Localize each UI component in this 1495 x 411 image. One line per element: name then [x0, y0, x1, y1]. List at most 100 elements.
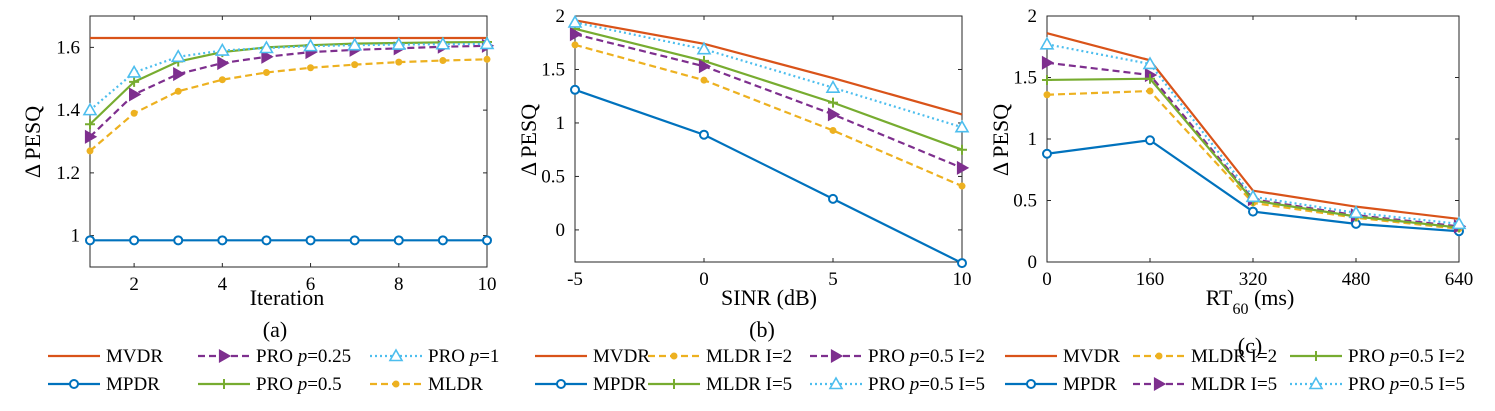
data-point-mldr — [395, 58, 403, 66]
data-point-pro-p-1 — [435, 36, 451, 50]
legend-item-mldr-i-2: MLDR I=2 — [1133, 346, 1277, 367]
axes-frame-b — [574, 15, 963, 263]
series-mvdr-b — [574, 19, 963, 116]
legend-marker-pro-p-0-5-i-2 — [1311, 351, 1321, 361]
data-point-mpdr — [957, 258, 967, 269]
series-pro-p-0-5-i-5-b — [567, 14, 970, 133]
legend-item-mvdr: MVDR — [535, 346, 650, 367]
legend-item-pro-p-0-5: PRO p=0.5 — [198, 374, 342, 395]
data-point-mldr — [174, 87, 182, 95]
x-tick-label-b: -5 — [567, 269, 583, 290]
y-tick-label-c: 1 — [1028, 129, 1038, 150]
legend-label-mldr: MLDR — [428, 374, 483, 395]
legend-b: MVDR MPDR MLDR I=2 MLDR I=5 PRO p=0.5 I=2 PRO… — [535, 346, 985, 395]
data-point-mpdr — [349, 235, 360, 246]
legend-label-mpdr: MPDR — [593, 374, 647, 395]
data-point-pro-p-0-25 — [173, 67, 186, 82]
data-point-mpdr — [437, 235, 448, 246]
series-line-pro-p-0-5-i-2 — [574, 33, 963, 169]
data-point-pro-p-0-5-i-5 — [1142, 56, 1158, 70]
data-point-pro-p-0-5-i-5 — [1039, 36, 1055, 50]
series-mldr-i-2-b — [571, 41, 966, 190]
data-point-mpdr — [1145, 135, 1155, 146]
x-tick-label-a: 2 — [129, 274, 139, 295]
legend-item-pro-p-0-5-i-2: PRO p=0.5 I=2 — [1290, 346, 1465, 367]
data-point-pro-p-1 — [126, 64, 142, 78]
legend-label-mvdr: MVDR — [593, 346, 650, 367]
data-point-mldr-i-5 — [1041, 55, 1055, 70]
x-tick-label-b: 0 — [699, 269, 709, 290]
data-point-mpdr — [699, 129, 709, 140]
data-point-pro-p-0-25 — [129, 87, 142, 102]
data-point-mpdr — [1042, 148, 1052, 159]
series-pro-p-1-a — [82, 36, 495, 116]
plot-area-b: -5 0 5 10 0 0.5 1 1.5 2 SINR (dB) Δ PESQ — [516, 6, 972, 310]
legend-marker-pro-p-0-5-i-5 — [828, 376, 844, 390]
data-point-pro-p-1 — [214, 42, 230, 56]
legend-item-mvdr: MVDR — [48, 346, 163, 367]
legend-item-pro-p-0-5-i-2: PRO p=0.5 I=2 — [810, 346, 985, 367]
y-tick-label-c: 1.5 — [1013, 68, 1037, 89]
data-point-mpdr — [828, 193, 838, 204]
plot-area-c: 0 160 320 480 640 0 0.5 1 1.5 2 RT60 (ms) Δ PESQ — [988, 6, 1473, 318]
legend-item-mvdr: MVDR — [1005, 346, 1120, 367]
legend-marker-mldr-i-2 — [1155, 352, 1163, 360]
y-axis-label-b: Δ PESQ — [516, 104, 541, 176]
legend-item-pro-p-1: PRO p=1 — [370, 346, 499, 367]
legend-label-pro-p-0-5-i-2: PRO p=0.5 I=2 — [1348, 346, 1465, 367]
legend-c: MVDR MPDR MLDR I=2 MLDR I=5 PRO p=0.5 I=2 PRO… — [1005, 346, 1465, 395]
data-point-pro-p-1 — [479, 36, 495, 50]
y-tick-label-a: 1.2 — [56, 163, 80, 184]
series-line-mpdr — [574, 88, 963, 265]
data-point-mpdr — [393, 235, 404, 246]
panel-label-b: (b) — [749, 317, 775, 342]
data-point-mpdr — [261, 235, 272, 246]
series-line-pro-p-0-25 — [89, 44, 488, 138]
data-point-mldr-i-2 — [571, 41, 579, 49]
series-line-mldr-i-5 — [574, 27, 963, 151]
legend-marker-mpdr — [1026, 379, 1036, 389]
legend-item-mpdr: MPDR — [1005, 374, 1117, 395]
legend-item-pro-p-0-25: PRO p=0.25 — [198, 346, 351, 367]
data-point-pro-p-0-5 — [129, 76, 140, 87]
y-tick-label-b: 2 — [556, 6, 566, 27]
data-point-mpdr — [305, 235, 316, 246]
legend-marker-pro-p-0-5-i-2 — [830, 348, 844, 364]
x-tick-label-a: 8 — [394, 274, 404, 295]
x-tick-label-a: 10 — [478, 274, 497, 295]
y-tick-label-a: 1.6 — [56, 37, 80, 58]
x-tick-label-c: 480 — [1342, 269, 1371, 290]
data-point-pro-p-1 — [259, 40, 274, 54]
series-pro-p-0-5-i-5-c — [1039, 36, 1467, 230]
data-point-pro-p-0-5-i-2 — [698, 59, 712, 74]
data-point-mldr-i-2 — [700, 76, 708, 84]
data-point-mldr — [483, 55, 491, 63]
legend-label-mldr-i-5: MLDR I=5 — [1191, 374, 1277, 395]
legend-marker-mpdr — [556, 379, 566, 389]
axes-frame-a — [89, 15, 488, 268]
data-point-pro-p-0-5-i-2 — [956, 160, 970, 175]
x-tick-label-c: 160 — [1136, 269, 1165, 290]
x-tick-label-a: 6 — [306, 274, 316, 295]
legend-item-mldr-i-5: MLDR I=5 — [1133, 374, 1277, 395]
series-pro-p-0-5-i-2-b — [569, 27, 970, 175]
x-tick-label-c: 320 — [1239, 269, 1268, 290]
panel-label-a: (a) — [263, 317, 287, 342]
data-point-mldr — [439, 57, 447, 65]
data-point-pro-p-0-5 — [85, 119, 95, 130]
data-point-pro-p-0-25 — [84, 129, 98, 144]
x-tick-label-c: 0 — [1042, 269, 1052, 290]
series-mpdr-a — [85, 235, 492, 246]
legend-item-mpdr: MPDR — [48, 374, 160, 395]
legend-label-pro-p-0-5: PRO p=0.5 — [256, 374, 342, 395]
data-point-pro-p-0-5-i-5 — [1245, 189, 1261, 203]
series-mpdr-b — [570, 84, 967, 269]
legend-marker-pro-p-0-5-i-5 — [1308, 376, 1324, 390]
legend-item-mldr-i-5: MLDR I=5 — [648, 374, 792, 395]
data-point-mldr-i-2 — [829, 126, 837, 134]
panel-a: 2 4 6 8 10 1 1.2 1.4 1.6 Iteration Δ PESQ (a) MVDR… — [20, 15, 499, 395]
data-point-mpdr — [570, 84, 580, 95]
legend-label-mldr-i-2: MLDR I=2 — [706, 346, 792, 367]
data-point-pro-p-0-5-i-5 — [696, 41, 712, 55]
